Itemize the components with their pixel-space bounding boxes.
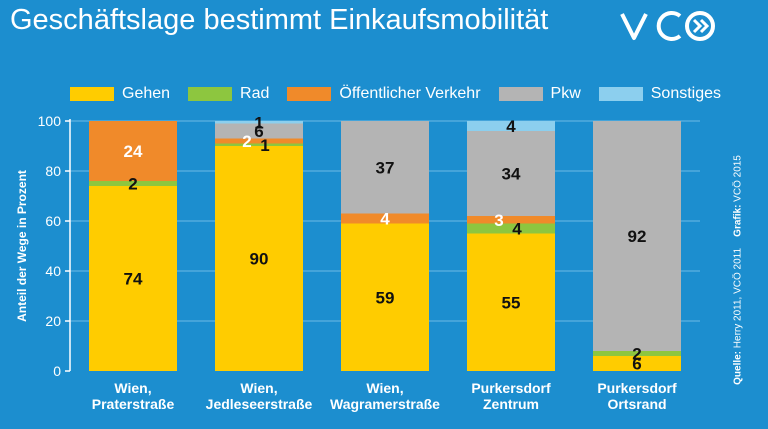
legend-swatch [498, 87, 543, 101]
bar-segment [341, 213, 429, 224]
data-label: 3 [494, 211, 503, 230]
bar-segment [467, 233, 555, 371]
legend-item: Pkw [498, 84, 581, 104]
legend-label: Rad [240, 85, 270, 102]
bar-segment [215, 121, 303, 124]
data-label: 34 [502, 165, 521, 184]
x-tick-label: Ortsrand [607, 396, 666, 412]
bar-segment [593, 351, 681, 356]
y-tick-label: 40 [45, 263, 61, 279]
data-label: 2 [632, 345, 641, 364]
legend-swatch [287, 87, 332, 101]
bar-segment [341, 121, 429, 214]
bar-segment [341, 223, 429, 371]
legend-label: Gehen [122, 85, 171, 102]
x-tick-label: Wagramerstraße [330, 396, 440, 412]
bar-segment [89, 181, 177, 186]
data-label: 2 [128, 175, 137, 194]
legend-label: Pkw [550, 85, 581, 102]
legend-swatch [598, 87, 643, 101]
legend-swatch [188, 87, 233, 101]
data-label: 90 [250, 250, 269, 269]
x-tick-label: Wien, [240, 380, 277, 396]
data-label: 74 [124, 270, 143, 289]
data-label: 92 [628, 227, 647, 246]
x-tick-label: Zentrum [483, 396, 539, 412]
bar-segment [215, 123, 303, 139]
x-tick-label: Jedleseerstraße [206, 396, 313, 412]
legend-label: Sonstiges [650, 85, 722, 102]
data-label: 2 [242, 132, 251, 151]
bar-segment [467, 131, 555, 216]
y-tick-label: 80 [45, 163, 61, 179]
bar-segment [215, 143, 303, 146]
legend-item: Rad [188, 84, 269, 104]
data-label: 4 [512, 220, 522, 239]
data-label: 4 [380, 210, 390, 229]
bar-segment [89, 186, 177, 371]
legend-item: Öffentlicher Verkehr [287, 84, 481, 104]
legend-item: Sonstiges [598, 84, 722, 104]
chart-title: Geschäftslage bestimmt Einkaufsmobilität [10, 4, 549, 36]
legend-swatch [70, 87, 114, 101]
data-label: 59 [376, 288, 395, 307]
bar-segment [89, 121, 177, 181]
x-tick-label: Praterstraße [92, 396, 175, 412]
x-tick-label: Wien, [114, 380, 151, 396]
x-tick-label: Purkersdorf [471, 380, 551, 396]
data-label: 4 [506, 117, 516, 136]
bar-segment [215, 146, 303, 371]
bar-segment [467, 216, 555, 224]
data-label: 24 [124, 142, 143, 161]
y-tick-label: 0 [53, 363, 61, 379]
bar-segment [215, 138, 303, 144]
y-tick-label: 20 [45, 313, 61, 329]
chart-legend: Gehen Rad Öffentlicher Verkehr Pkw Sonstiges [70, 84, 721, 104]
vco-logo [618, 6, 728, 51]
data-label: 1 [254, 113, 263, 132]
data-label: 1 [260, 136, 269, 155]
data-label: 37 [376, 158, 395, 177]
data-label: 6 [254, 122, 263, 141]
bar-segment [593, 356, 681, 371]
data-label: 6 [632, 355, 641, 374]
x-tick-label: Purkersdorf [597, 380, 677, 396]
bar-segment [467, 121, 555, 131]
bar-segment [467, 223, 555, 234]
legend-item: Gehen [70, 84, 170, 104]
y-tick-label: 60 [45, 213, 61, 229]
legend-label: Öffentlicher Verkehr [339, 85, 481, 102]
x-tick-label: Wien, [366, 380, 403, 396]
data-label: 55 [502, 293, 521, 312]
y-tick-label: 100 [38, 113, 62, 129]
bar-segment [593, 121, 681, 351]
